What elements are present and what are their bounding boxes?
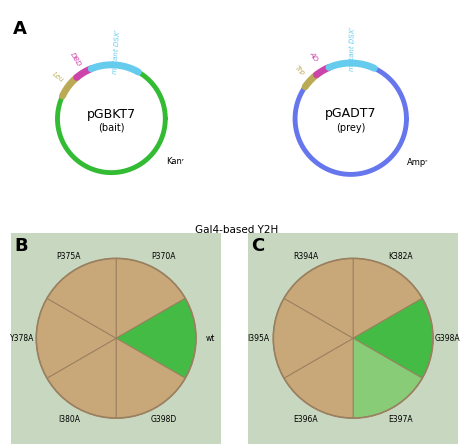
- Wedge shape: [47, 258, 116, 338]
- Text: P375A: P375A: [57, 252, 81, 261]
- Wedge shape: [353, 338, 422, 418]
- Text: Gal4-based Y2H: Gal4-based Y2H: [195, 225, 279, 235]
- Text: Y378A: Y378A: [9, 334, 34, 343]
- Text: I380A: I380A: [58, 415, 80, 425]
- Wedge shape: [273, 298, 353, 378]
- Text: Kanʳ: Kanʳ: [166, 157, 184, 166]
- Text: Trp: Trp: [294, 65, 306, 77]
- Text: mutant DSXʳ: mutant DSXʳ: [348, 27, 356, 71]
- Text: G398A: G398A: [435, 334, 460, 343]
- Wedge shape: [116, 298, 196, 378]
- Text: E396A: E396A: [293, 415, 318, 425]
- Text: Leu: Leu: [51, 72, 65, 84]
- Text: E397A: E397A: [388, 415, 413, 425]
- Wedge shape: [284, 338, 353, 418]
- Wedge shape: [47, 338, 116, 418]
- Wedge shape: [353, 258, 422, 338]
- Wedge shape: [36, 298, 116, 378]
- Text: K382A: K382A: [388, 252, 413, 261]
- Text: G398D: G398D: [150, 415, 176, 425]
- Wedge shape: [116, 338, 185, 418]
- Text: AD: AD: [309, 51, 319, 62]
- Text: Ampʳ: Ampʳ: [407, 158, 428, 167]
- Text: B: B: [15, 237, 28, 254]
- Text: mutant DSXʳ: mutant DSXʳ: [111, 29, 120, 74]
- Text: pGBKT7: pGBKT7: [87, 108, 136, 121]
- Wedge shape: [116, 258, 185, 338]
- Text: (bait): (bait): [98, 122, 125, 132]
- Text: DBD: DBD: [69, 52, 82, 68]
- Text: A: A: [13, 20, 27, 38]
- Wedge shape: [353, 298, 433, 378]
- Text: pGADT7: pGADT7: [325, 108, 376, 121]
- Text: wt: wt: [206, 334, 215, 343]
- Text: R394A: R394A: [293, 252, 319, 261]
- Text: I395A: I395A: [248, 334, 270, 343]
- Text: (prey): (prey): [336, 123, 365, 133]
- Text: P370A: P370A: [151, 252, 175, 261]
- Wedge shape: [284, 258, 353, 338]
- Text: C: C: [252, 237, 265, 254]
